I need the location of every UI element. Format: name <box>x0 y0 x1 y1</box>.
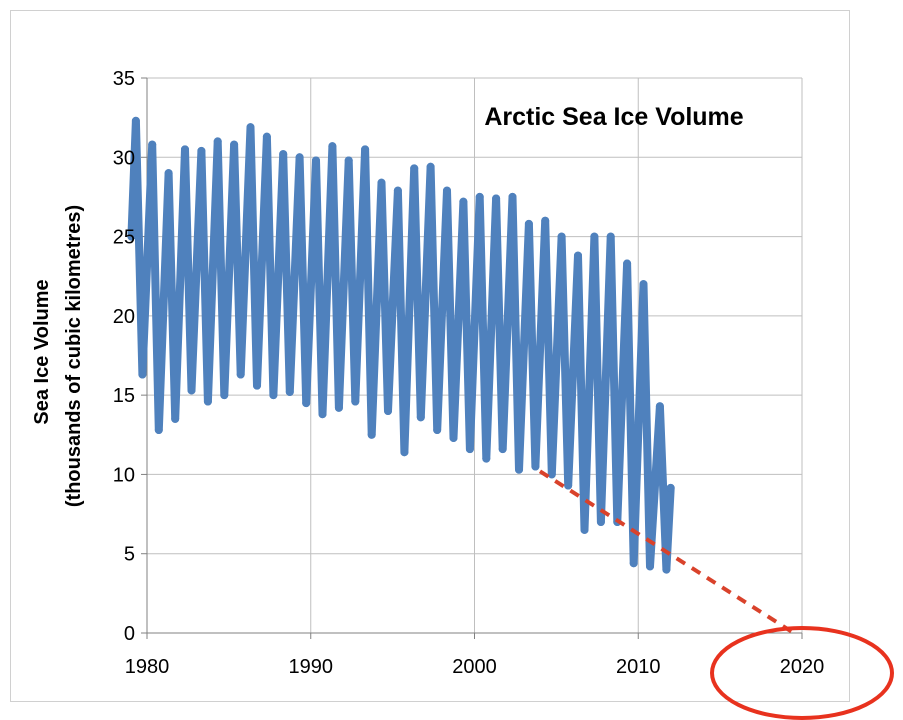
trend-layer <box>538 469 894 720</box>
volume-data-point <box>351 397 360 406</box>
label-layer: 0 5 10 15 20 25 30 35 1980 1990 2000 2010 2020 <box>113 68 825 678</box>
volume-data-point <box>596 518 605 526</box>
volume-data-point <box>269 391 278 400</box>
x-tick-label: 1990 <box>289 656 334 678</box>
x-tick-label: 2000 <box>452 656 497 678</box>
volume-data-point <box>302 399 311 408</box>
volume-data-point <box>426 162 435 171</box>
volume-data-point <box>197 146 206 155</box>
volume-data-point <box>449 433 458 442</box>
volume-data-point <box>148 140 157 149</box>
volume-data-point <box>508 192 517 201</box>
volume-data-point <box>433 426 442 435</box>
volume-data-point <box>465 445 474 454</box>
volume-data-point <box>498 445 507 454</box>
volume-data-point <box>515 465 524 474</box>
volume-data-point <box>646 562 655 571</box>
trend-projection-line <box>538 469 795 635</box>
volume-data-point <box>475 192 484 201</box>
volume-data-point <box>171 414 180 423</box>
volume-data-point <box>295 153 304 162</box>
y-axis-title-line1: Sea Ice Volume <box>31 279 53 424</box>
volume-data-point <box>623 259 632 268</box>
y-tick-label: 15 <box>113 385 135 407</box>
volume-data-point <box>590 232 599 241</box>
volume-data-point <box>377 178 386 187</box>
x-tick-label: 2020 <box>780 656 825 678</box>
volume-data-point <box>164 169 173 178</box>
volume-data-point <box>393 186 402 195</box>
y-axis-title-line2: (thousands of cubic kilometres) <box>63 205 85 507</box>
volume-data-point <box>492 194 501 203</box>
y-tick-label: 5 <box>124 544 135 566</box>
volume-data-point <box>279 150 288 159</box>
volume-series-line <box>127 116 675 574</box>
volume-data-point <box>213 137 222 146</box>
volume-data-point <box>629 559 638 568</box>
y-tick-label: 35 <box>113 68 135 90</box>
volume-data-point <box>334 403 343 412</box>
volume-data-point <box>246 123 255 132</box>
volume-data-point <box>531 462 540 471</box>
volume-data-point <box>541 216 550 225</box>
volume-data-point <box>236 370 245 379</box>
volume-data-point <box>573 251 582 260</box>
volume-data-point <box>138 370 147 379</box>
volume-data-point <box>203 397 212 406</box>
volume-data-point <box>328 142 337 151</box>
volume-data-point <box>662 565 671 574</box>
volume-data-point <box>318 410 327 419</box>
volume-data-point <box>524 219 533 228</box>
volume-data-point <box>580 525 589 534</box>
volume-data-point <box>547 470 556 479</box>
volume-data-point <box>606 232 615 241</box>
volume-data-point <box>655 402 664 411</box>
y-tick-label: 20 <box>113 306 135 328</box>
volume-data-point <box>666 483 675 492</box>
volume-data-point <box>262 132 271 141</box>
volume-data-point <box>230 140 239 149</box>
volume-data-point <box>131 116 140 125</box>
volume-data-point <box>639 280 648 289</box>
x-tick-label: 2010 <box>616 656 661 678</box>
x-tick-label: 1980 <box>125 656 170 678</box>
volume-data-point <box>459 197 468 206</box>
volume-data-point <box>384 407 393 415</box>
volume-data-point <box>557 232 566 241</box>
volume-data-point <box>416 413 425 422</box>
volume-data-point <box>253 381 262 390</box>
volume-data-point <box>154 426 163 435</box>
volume-data-point <box>442 186 451 195</box>
volume-data-point <box>410 164 419 173</box>
y-tick-label: 10 <box>113 464 135 486</box>
volume-data-point <box>400 448 409 457</box>
volume-data-point <box>564 481 573 490</box>
volume-data-point <box>482 454 491 463</box>
data-layer <box>127 116 675 574</box>
volume-data-point <box>127 232 136 241</box>
chart-frame <box>10 10 850 702</box>
chart-title: Arctic Sea Ice Volume <box>484 103 743 131</box>
volume-data-point <box>344 156 353 165</box>
volume-data-point <box>180 145 189 154</box>
y-tick-label: 0 <box>124 623 135 645</box>
volume-data-point <box>187 386 196 395</box>
volume-data-point <box>285 387 294 396</box>
highlight-circle <box>710 626 894 720</box>
volume-data-point <box>367 430 376 439</box>
volume-data-point <box>361 145 370 154</box>
y-tick-label: 25 <box>113 227 135 249</box>
volume-data-point <box>311 156 320 165</box>
y-tick-label: 30 <box>113 147 135 169</box>
volume-data-point <box>220 391 229 400</box>
